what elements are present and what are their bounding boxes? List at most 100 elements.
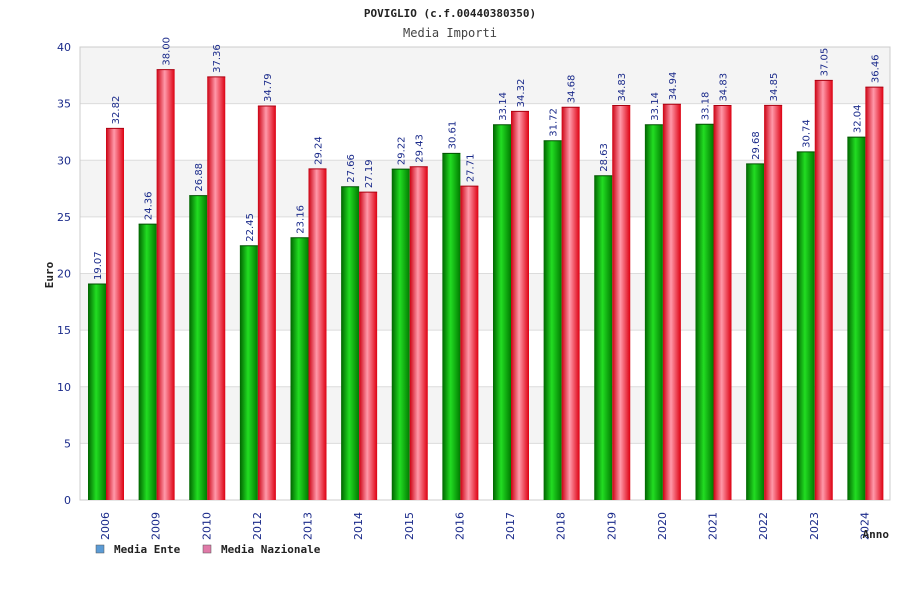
value-label: 37.05	[820, 48, 831, 77]
bars	[88, 69, 884, 501]
y-tick-label: 10	[57, 381, 71, 394]
value-label: 22.45	[245, 213, 256, 242]
value-label: 27.66	[346, 154, 357, 183]
legend: Media Ente Media Nazionale	[95, 543, 321, 556]
legend-label-media-nazionale: Media Nazionale	[221, 543, 321, 556]
legend-swatch-media-nazionale	[202, 544, 212, 554]
value-label: 30.74	[802, 119, 813, 148]
y-tick-label: 5	[64, 437, 71, 450]
bar-media-ente	[341, 186, 360, 501]
bar-media-nazionale	[561, 107, 580, 501]
value-label: 34.85	[769, 73, 780, 102]
bar-media-nazionale	[257, 106, 276, 501]
bar-media-nazionale	[662, 104, 681, 500]
plot-frame	[79, 46, 891, 501]
bar-media-nazionale	[460, 186, 479, 500]
value-label: 34.94	[668, 72, 679, 101]
value-label: 29.68	[751, 131, 762, 160]
value-label: 31.72	[549, 108, 560, 137]
bar-media-ente	[746, 163, 765, 500]
value-label: 29.43	[415, 134, 426, 163]
x-axis-label: Anno	[863, 528, 890, 541]
value-label: 29.24	[314, 136, 325, 165]
bar-media-nazionale	[409, 166, 428, 500]
bar-media-ente	[543, 140, 562, 500]
value-labels: 19.07 32.82 24.36 38.00 26.88 37.36 22.45 34.79…	[93, 37, 881, 280]
bar-media-ente	[239, 245, 258, 500]
bar-media-ente	[594, 175, 613, 500]
y-axis-ticks: 0 5 10 15 20 25 30 35 40	[57, 41, 71, 507]
bar-media-ente	[442, 153, 461, 501]
x-tick-label: 2006	[99, 512, 112, 540]
y-tick-label: 15	[57, 324, 71, 337]
bar-media-nazionale	[156, 69, 175, 501]
x-tick-label: 2009	[150, 512, 163, 540]
value-label: 27.19	[364, 159, 375, 188]
value-label: 33.14	[650, 92, 661, 121]
bar-media-ente	[796, 151, 815, 500]
bar-media-nazionale	[865, 87, 884, 500]
value-label: 26.88	[194, 163, 205, 192]
value-label: 28.63	[599, 143, 610, 172]
x-tick-label: 2019	[605, 512, 618, 540]
bar-media-nazionale	[308, 168, 327, 500]
bar-media-ente	[290, 237, 309, 500]
x-tick-label: 2017	[504, 512, 517, 540]
bar-media-nazionale	[511, 111, 529, 501]
bar-media-ente	[391, 169, 410, 500]
bar-media-ente	[847, 137, 866, 500]
bar-media-ente	[644, 124, 663, 500]
value-label: 38.00	[162, 37, 173, 66]
value-label: 27.71	[465, 154, 476, 183]
y-tick-label: 35	[57, 98, 71, 111]
value-label: 34.83	[617, 73, 628, 102]
value-label: 30.61	[447, 121, 458, 150]
y-tick-label: 40	[57, 41, 71, 54]
x-tick-label: 2013	[302, 512, 315, 540]
value-label: 19.07	[93, 251, 104, 280]
x-axis-ticks: 2006 2009 2010 2012 2013 2014 2015 2016 2017 2018…	[99, 512, 871, 540]
value-label: 24.36	[144, 191, 155, 220]
value-label: 34.83	[719, 73, 730, 102]
bar-media-ente	[695, 124, 714, 500]
bar-media-nazionale	[814, 80, 833, 500]
bar-media-ente	[189, 195, 208, 501]
value-label: 33.18	[701, 92, 712, 121]
bar-media-nazionale	[207, 76, 226, 500]
y-tick-label: 20	[57, 268, 71, 281]
y-tick-label: 30	[57, 154, 71, 167]
x-tick-label: 2023	[808, 512, 821, 540]
value-label: 23.16	[296, 205, 307, 234]
value-label: 36.46	[870, 54, 881, 83]
bar-media-nazionale	[612, 105, 631, 501]
x-tick-label: 2014	[352, 512, 365, 540]
value-label: 37.36	[212, 44, 223, 73]
x-tick-label: 2012	[251, 512, 264, 540]
x-tick-label: 2010	[200, 512, 213, 540]
value-label: 32.04	[852, 105, 863, 134]
x-tick-label: 2016	[453, 512, 466, 540]
x-tick-label: 2018	[555, 512, 568, 540]
x-tick-label: 2024	[858, 512, 871, 540]
value-label: 29.22	[397, 136, 408, 165]
y-axis-label: Euro	[43, 261, 56, 288]
x-tick-label: 2020	[656, 512, 669, 540]
value-label: 33.14	[498, 92, 509, 121]
chart-subtitle: Media Importi	[403, 26, 497, 40]
value-label: 34.68	[567, 75, 578, 104]
value-label: 32.82	[111, 96, 122, 125]
y-tick-label: 0	[64, 494, 71, 507]
value-label: 34.79	[263, 73, 274, 102]
bar-media-ente	[493, 124, 511, 500]
x-tick-label: 2015	[403, 512, 416, 540]
chart-title: POVIGLIO (c.f.00440380350)	[364, 7, 536, 20]
bar-media-ente	[138, 224, 157, 501]
legend-label-media-ente: Media Ente	[114, 543, 181, 556]
y-tick-label: 25	[57, 211, 71, 224]
bar-media-nazionale	[359, 192, 378, 501]
x-tick-label: 2021	[707, 512, 720, 540]
legend-swatch-media-ente	[95, 544, 105, 554]
value-label: 34.32	[516, 79, 527, 108]
bar-media-nazionale	[106, 128, 124, 500]
